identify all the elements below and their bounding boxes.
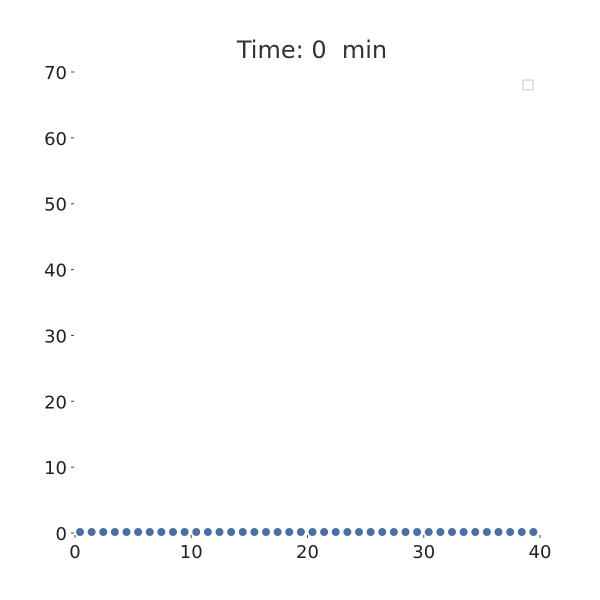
y-tick-label: 0 [56,524,67,545]
chart-title: Time: 0 min [236,36,387,64]
data-point [87,528,96,536]
data-point [76,528,84,536]
data-point [296,528,305,536]
data-point [413,528,422,536]
data-point [122,528,131,536]
data-point [529,528,538,536]
data-point [471,528,480,536]
data-point [494,528,503,536]
data-point [145,528,154,536]
x-tick-label: 30 [412,542,435,563]
x-axis: 0 10 20 30 40 [69,535,551,563]
data-point [180,528,189,536]
data-point [331,528,340,536]
x-tick-label: 0 [69,542,80,563]
x-tick-label: 20 [296,542,319,563]
y-tick-label: 10 [44,458,67,479]
data-point [134,528,143,536]
data-point [482,528,491,536]
data-point [285,528,294,536]
data-point [99,528,108,536]
data-point [343,528,352,536]
x-tick-label: 10 [180,542,203,563]
data-point [448,528,456,536]
data-point [110,528,119,536]
data-point [320,528,329,536]
data-point [517,528,526,536]
data-point [459,528,468,536]
y-tick-label: 50 [44,195,67,216]
x-tick-label: 40 [529,542,552,563]
data-point [389,528,398,536]
y-tick-label: 60 [44,129,67,150]
y-tick-label: 40 [44,261,67,282]
data-point [436,528,445,536]
data-point [238,528,247,536]
data-point [215,528,224,536]
data-points [76,528,538,536]
data-point [169,528,177,536]
data-point [355,528,363,536]
data-point [308,528,317,536]
data-point [401,528,410,536]
y-axis: 0 10 20 30 40 50 60 70 [44,63,74,545]
data-point [192,528,201,536]
data-point [250,528,259,536]
legend-box [522,79,534,91]
data-point [203,528,212,536]
data-point [262,528,270,536]
data-point [157,528,166,536]
data-point [506,528,515,536]
data-point [227,528,236,536]
data-point [378,528,387,536]
data-point [366,528,375,536]
data-point [424,528,433,536]
y-tick-label: 30 [44,326,67,347]
y-tick-label: 70 [44,63,67,84]
y-tick-label: 20 [44,392,67,413]
data-point [273,528,282,536]
